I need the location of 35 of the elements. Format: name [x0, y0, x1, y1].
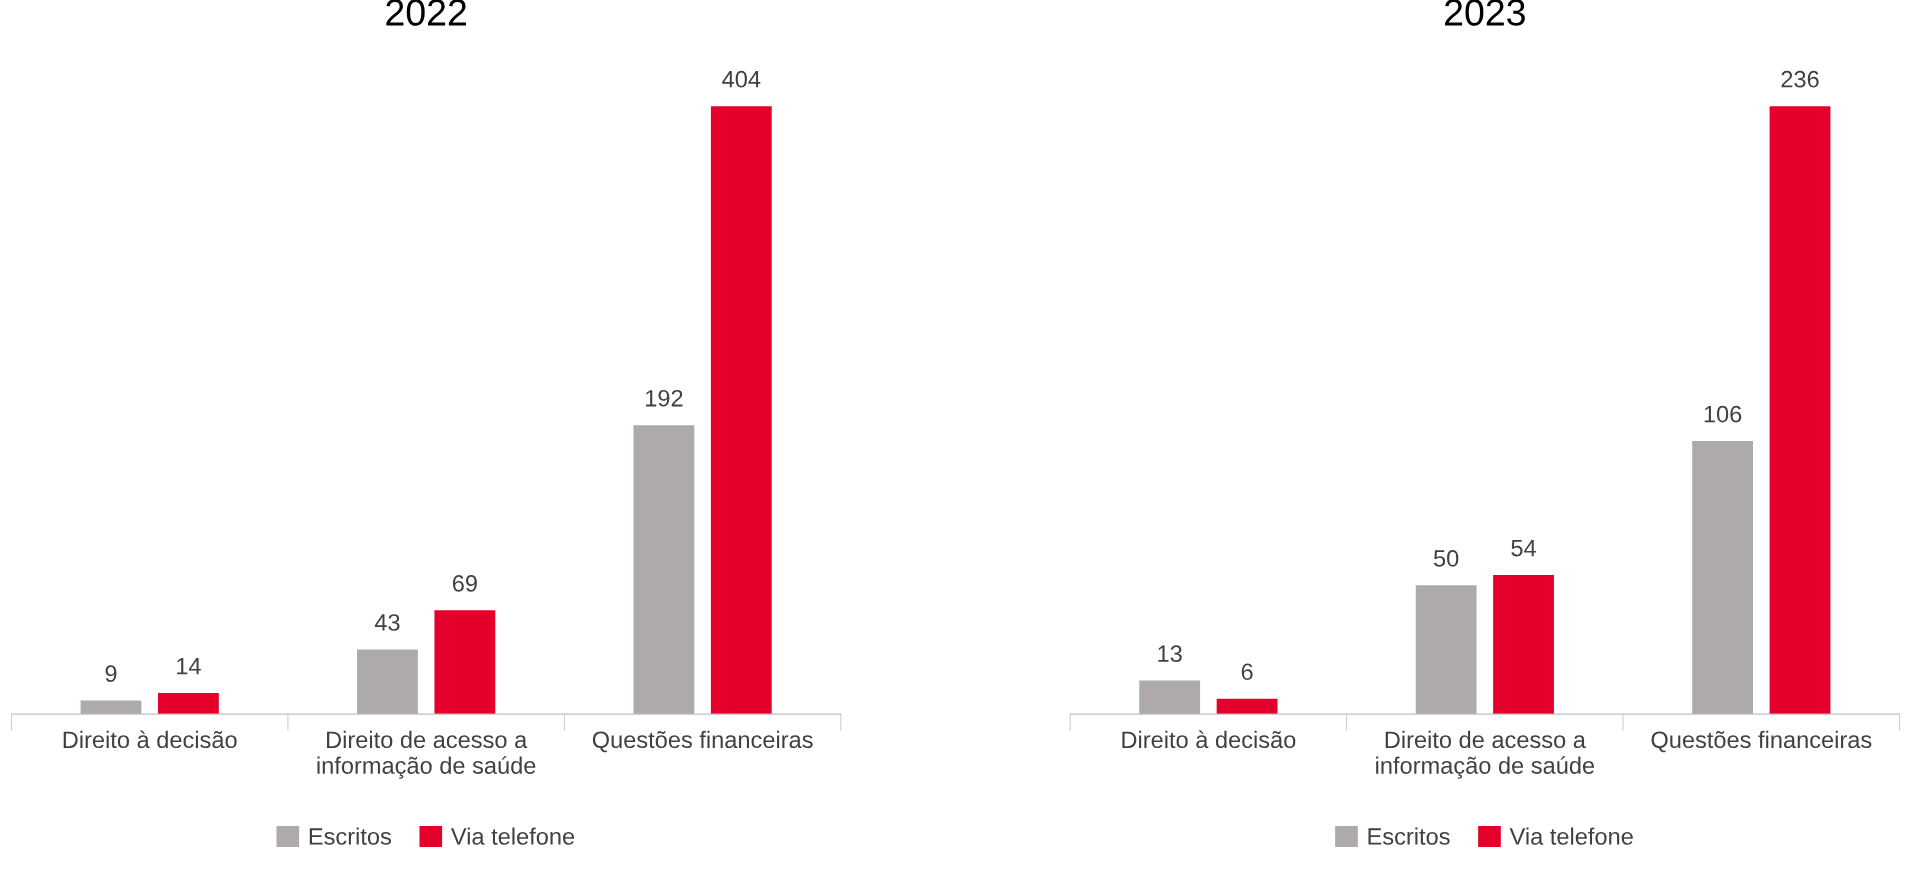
x-tick-label: Direito de acesso a informação de saúde	[1376, 730, 1595, 779]
data-label: 9	[105, 665, 117, 683]
legend-label: Via telefone	[1509, 827, 1633, 845]
legend-label: Via telefone	[450, 827, 575, 845]
x-tick-label: Questões financeiras	[592, 730, 813, 753]
bar	[434, 610, 496, 715]
bar	[1415, 585, 1477, 715]
chart-title: 2023	[1445, 0, 1525, 26]
bar	[633, 425, 695, 715]
bar	[1139, 680, 1201, 715]
x-tick-label: Direito de acesso a informação de saúde	[317, 730, 536, 779]
data-label: 106	[1704, 405, 1742, 423]
data-label: 43	[374, 614, 400, 631]
data-label: 54	[1511, 539, 1536, 557]
data-label: 6	[1241, 663, 1253, 681]
bar	[157, 693, 219, 715]
data-label: 13	[1158, 645, 1182, 663]
data-label: 192	[646, 389, 683, 407]
x-tick-label: Direito à decisão	[1122, 730, 1296, 749]
data-label: 69	[452, 575, 477, 592]
data-label: 404	[722, 70, 761, 88]
legend-label: Escritos	[1368, 827, 1450, 845]
x-tick-label: Questões financeiras	[1651, 730, 1872, 753]
bar	[710, 106, 772, 715]
legend-label: Escritos	[309, 827, 391, 845]
data-label: 236	[1781, 70, 1819, 88]
bar	[1216, 698, 1278, 715]
bar	[1692, 441, 1754, 715]
bar	[1493, 575, 1554, 715]
data-label: 50	[1433, 550, 1459, 567]
bar	[1769, 106, 1831, 715]
chart-title: 2022	[386, 0, 466, 26]
data-label: 14	[177, 658, 201, 675]
bar	[357, 649, 418, 715]
x-tick-label: Direito à decisão	[63, 730, 237, 749]
